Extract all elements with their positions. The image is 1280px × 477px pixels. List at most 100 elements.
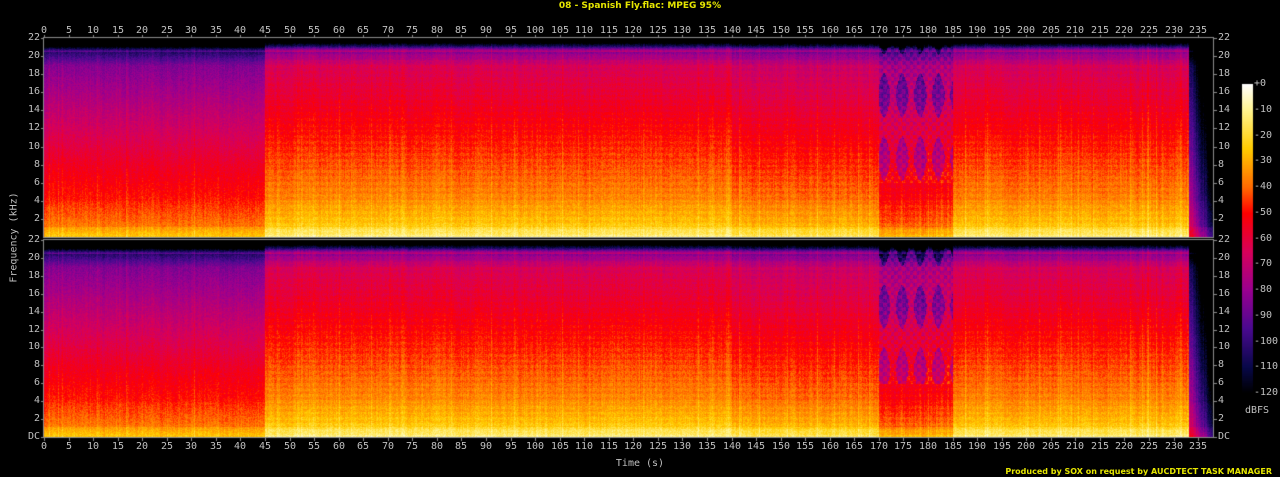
- y-tick-label-left: 22: [27, 234, 40, 245]
- x-tick-label-top: 120: [623, 25, 643, 36]
- colorbar-tick-label: -90: [1254, 310, 1273, 321]
- y-tick-label-left: 4: [33, 195, 40, 206]
- x-tick-label-top: 170: [869, 25, 889, 36]
- x-tick-label-bottom: 155: [795, 441, 815, 452]
- y-tick-label-right: 16: [1218, 288, 1231, 299]
- x-tick-label-bottom: 170: [869, 441, 889, 452]
- x-tick-label-top: 140: [722, 25, 742, 36]
- x-tick-label-bottom: 55: [307, 441, 321, 452]
- y-tick-label-right: 22: [1218, 32, 1231, 43]
- x-tick-label-bottom: 210: [1065, 441, 1085, 452]
- y-tick-label-left: 18: [27, 68, 40, 79]
- colorbar-tick-label: -120: [1254, 387, 1279, 398]
- y-tick-label-right: 22: [1218, 234, 1231, 245]
- credit-text: Produced by SOX on request by AUCDTECT T…: [1005, 467, 1272, 476]
- colorbar-tick-label: -80: [1254, 284, 1273, 295]
- x-tick-label-top: 95: [504, 25, 518, 36]
- x-tick-label-bottom: 145: [746, 441, 766, 452]
- x-tick-label-bottom: 50: [283, 441, 297, 452]
- x-tick-label-top: 165: [844, 25, 864, 36]
- x-tick-label-bottom: 190: [967, 441, 987, 452]
- x-tick-label-top: 85: [454, 25, 468, 36]
- colorbar-tick-label: -100: [1254, 336, 1279, 347]
- x-tick-label-bottom: 5: [65, 441, 73, 452]
- x-tick-label-bottom: 70: [381, 441, 395, 452]
- colorbar-tick-label: -60: [1254, 233, 1273, 244]
- x-tick-label-top: 75: [405, 25, 419, 36]
- x-tick-label-top: 200: [1016, 25, 1036, 36]
- y-tick-label-left: 14: [27, 306, 40, 317]
- x-tick-label-top: 40: [233, 25, 247, 36]
- x-tick-label-top: 45: [258, 25, 272, 36]
- x-tick-label-bottom: 30: [184, 441, 198, 452]
- x-tick-label-bottom: 125: [648, 441, 668, 452]
- x-tick-label-bottom: 215: [1090, 441, 1110, 452]
- x-tick-label-bottom: 200: [1016, 441, 1036, 452]
- x-tick-label-bottom: 180: [918, 441, 938, 452]
- y-tick-label-right: 2: [1218, 213, 1225, 224]
- x-tick-label-top: 180: [918, 25, 938, 36]
- y-tick-label-right: 6: [1218, 177, 1225, 188]
- x-tick-label-bottom: 130: [672, 441, 692, 452]
- x-tick-label-top: 80: [430, 25, 444, 36]
- x-tick-label-bottom: 135: [697, 441, 717, 452]
- y-tick-label-left: 10: [27, 341, 40, 352]
- x-tick-label-bottom: 90: [479, 441, 493, 452]
- x-tick-label-bottom: 95: [504, 441, 518, 452]
- y-tick-label-left: 12: [27, 122, 40, 133]
- y-tick-label-right: 8: [1218, 159, 1225, 170]
- x-tick-label-bottom: 10: [86, 441, 100, 452]
- x-tick-label-top: 10: [86, 25, 100, 36]
- x-tick-label-bottom: 225: [1139, 441, 1159, 452]
- colorbar-tick-label: -70: [1254, 258, 1273, 269]
- x-tick-label-top: 50: [283, 25, 297, 36]
- x-tick-label-top: 55: [307, 25, 321, 36]
- x-tick-label-top: 25: [160, 25, 174, 36]
- y-tick-label-left: 22: [27, 32, 40, 43]
- y-tick-label-right: 6: [1218, 377, 1225, 388]
- y-tick-label-right: 4: [1218, 195, 1225, 206]
- x-tick-label-bottom: 140: [722, 441, 742, 452]
- y-tick-label-left: 2: [33, 213, 40, 224]
- y-tick-label-right: 14: [1218, 306, 1231, 317]
- y-axis-label: Frequency (kHz): [8, 192, 20, 283]
- x-tick-label-bottom: 80: [430, 441, 444, 452]
- y-tick-label-right: 10: [1218, 141, 1231, 152]
- x-tick-label-top: 145: [746, 25, 766, 36]
- x-tick-label-top: 130: [672, 25, 692, 36]
- x-tick-label-bottom: 40: [233, 441, 247, 452]
- x-tick-label-top: 155: [795, 25, 815, 36]
- y-tick-label-left: 8: [33, 359, 40, 370]
- x-tick-label-bottom: 100: [525, 441, 545, 452]
- x-tick-label-top: 125: [648, 25, 668, 36]
- x-tick-label-top: 70: [381, 25, 395, 36]
- x-tick-label-bottom: 85: [454, 441, 468, 452]
- x-tick-label-top: 230: [1164, 25, 1184, 36]
- x-tick-label-bottom: 175: [893, 441, 913, 452]
- colorbar-tick-label: +0: [1254, 78, 1267, 89]
- x-tick-label-bottom: 60: [332, 441, 346, 452]
- y-tick-label-left: 6: [33, 177, 40, 188]
- x-tick-label-top: 205: [1041, 25, 1061, 36]
- x-tick-label-bottom: 195: [992, 441, 1012, 452]
- x-tick-label-top: 5: [65, 25, 73, 36]
- x-tick-label-bottom: 15: [111, 441, 125, 452]
- x-axis-label: Time (s): [615, 458, 665, 469]
- x-tick-label-top: 0: [40, 25, 48, 36]
- y-tick-label-left: 16: [27, 288, 40, 299]
- x-tick-label-bottom: 120: [623, 441, 643, 452]
- y-tick-label-right: 4: [1218, 395, 1225, 406]
- x-tick-label-bottom: 105: [550, 441, 570, 452]
- x-tick-label-top: 190: [967, 25, 987, 36]
- x-tick-label-bottom: 235: [1188, 441, 1208, 452]
- x-tick-label-top: 150: [771, 25, 791, 36]
- x-tick-label-top: 100: [525, 25, 545, 36]
- y-tick-label-right: 8: [1218, 359, 1225, 370]
- x-tick-label-bottom: 230: [1164, 441, 1184, 452]
- y-tick-label-right: 12: [1218, 122, 1231, 133]
- y-tick-label-right: 20: [1218, 252, 1231, 263]
- x-tick-label-top: 20: [135, 25, 149, 36]
- x-tick-label-top: 110: [574, 25, 594, 36]
- colorbar-tick-label: -30: [1254, 155, 1273, 166]
